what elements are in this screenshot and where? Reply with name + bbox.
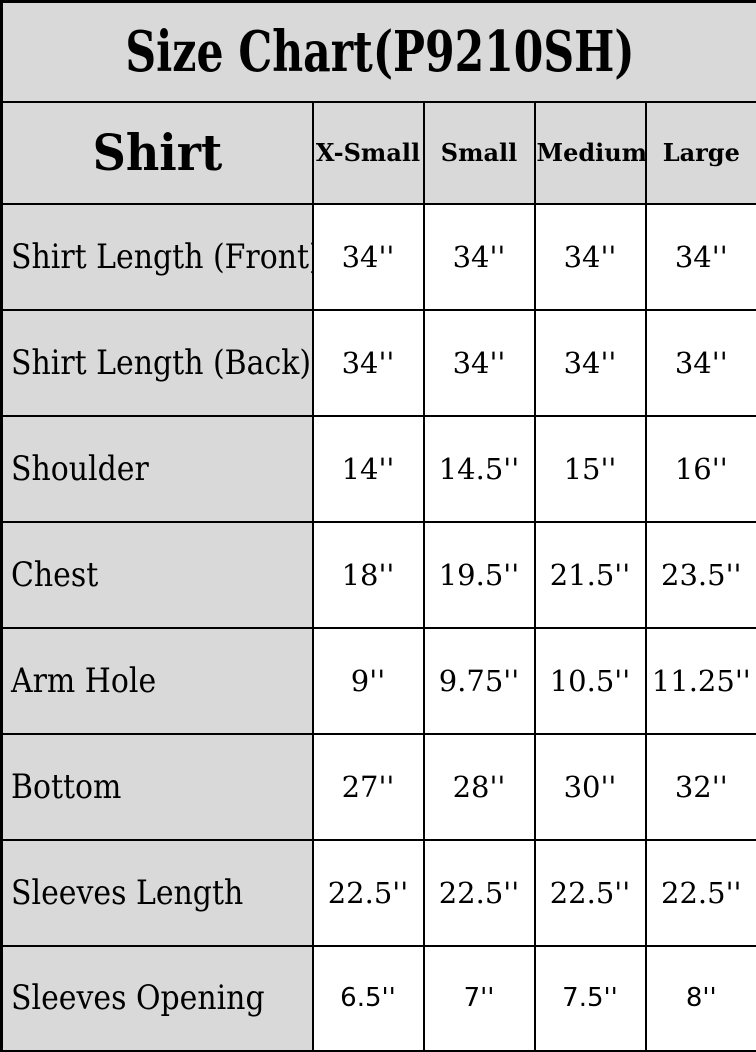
cell-value: 22.5'': [311, 838, 425, 947]
row-label-cell: Shoulder: [0, 414, 314, 523]
cell-value: 7.5'': [533, 944, 647, 1052]
cell-value: 15'': [533, 414, 647, 523]
row-label: Sleeves Length: [11, 872, 244, 913]
cell-value: 34'': [311, 308, 425, 417]
cell-value: 34'': [533, 308, 647, 417]
table-row: Bottom 27'' 28'' 30'' 32'': [0, 732, 756, 841]
cell-value: 7'': [422, 944, 536, 1052]
table-row: Shirt Length (Back) 34'' 34'' 34'' 34'': [0, 308, 756, 417]
cell-value: 18'': [311, 520, 425, 629]
cell-value: 30'': [533, 732, 647, 841]
title-row: Size Chart(P9210SH): [0, 0, 756, 103]
cell-value: 16'': [644, 414, 756, 523]
size-header-xsmall: X-Small: [311, 100, 425, 205]
size-header-small: Small: [422, 100, 536, 205]
cell-value: 9'': [311, 626, 425, 735]
header-row: Shirt X-Small Small Medium Large: [0, 100, 756, 205]
cell-value: 23.5'': [644, 520, 756, 629]
cell-value: 22.5'': [644, 838, 756, 947]
cell-value: 22.5'': [533, 838, 647, 947]
cell-value: 34'': [644, 202, 756, 311]
row-label-cell: Sleeves Length: [0, 838, 314, 947]
table-row: Sleeves Opening 6.5'' 7'' 7.5'' 8'': [0, 944, 756, 1052]
cell-value: 34'': [311, 202, 425, 311]
cell-value: 9.75'': [422, 626, 536, 735]
cell-value: 14'': [311, 414, 425, 523]
row-label: Shirt Length (Front): [11, 236, 313, 277]
row-label: Chest: [11, 554, 99, 595]
row-label-cell: Bottom: [0, 732, 314, 841]
cell-value: 34'': [533, 202, 647, 311]
row-label: Bottom: [11, 766, 122, 807]
cell-value: 34'': [422, 308, 536, 417]
row-label: Shirt Length (Back): [11, 342, 312, 383]
cell-value: 8'': [644, 944, 756, 1052]
cell-value: 14.5'': [422, 414, 536, 523]
cell-value: 34'': [422, 202, 536, 311]
table-row: Shoulder 14'' 14.5'' 15'' 16'': [0, 414, 756, 523]
size-header-large: Large: [644, 100, 756, 205]
cell-value: 22.5'': [422, 838, 536, 947]
cell-value: 10.5'': [533, 626, 647, 735]
cell-value: 34'': [644, 308, 756, 417]
row-label: Sleeves Opening: [11, 978, 265, 1019]
row-label: Arm Hole: [11, 660, 157, 701]
chart-title: Size Chart(P9210SH): [124, 18, 635, 85]
row-label-cell: Chest: [0, 520, 314, 629]
table-row: Sleeves Length 22.5'' 22.5'' 22.5'' 22.5…: [0, 838, 756, 947]
row-label: Shoulder: [11, 448, 149, 489]
table-row: Shirt Length (Front) 34'' 34'' 34'' 34'': [0, 202, 756, 311]
table-row: Chest 18'' 19.5'' 21.5'' 23.5'': [0, 520, 756, 629]
product-header-cell: Shirt: [0, 100, 314, 205]
row-label-cell: Sleeves Opening: [0, 944, 314, 1052]
cell-value: 28'': [422, 732, 536, 841]
row-label-cell: Arm Hole: [0, 626, 314, 735]
table-row: Arm Hole 9'' 9.75'' 10.5'' 11.25'': [0, 626, 756, 735]
cell-value: 19.5'': [422, 520, 536, 629]
cell-value: 21.5'': [533, 520, 647, 629]
cell-value: 32'': [644, 732, 756, 841]
cell-value: 11.25'': [644, 626, 756, 735]
row-label-cell: Shirt Length (Front): [0, 202, 314, 311]
cell-value: 6.5'': [311, 944, 425, 1052]
cell-value: 27'': [311, 732, 425, 841]
product-name: Shirt: [92, 123, 223, 182]
size-header-medium: Medium: [533, 100, 647, 205]
chart-title-cell: Size Chart(P9210SH): [0, 0, 756, 103]
row-label-cell: Shirt Length (Back): [0, 308, 314, 417]
